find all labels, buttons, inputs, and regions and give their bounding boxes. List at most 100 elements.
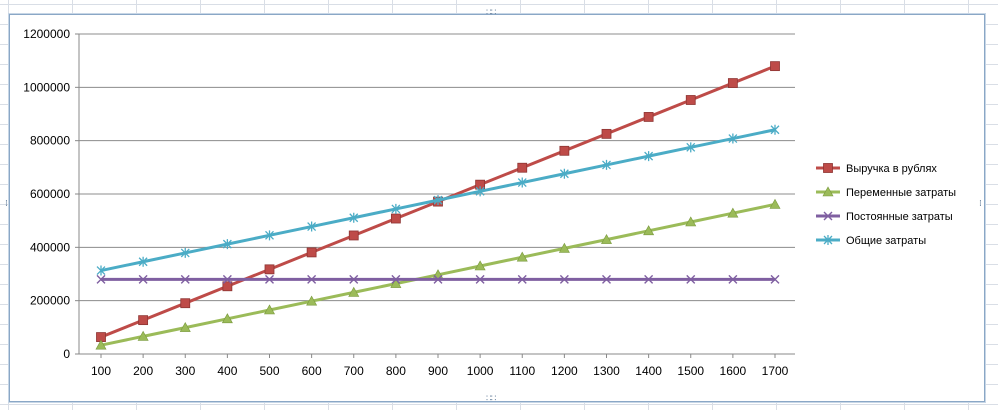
data-point [516,251,528,262]
x-tick-label: 100 [91,364,111,378]
data-point [433,195,443,206]
data-point [391,203,401,214]
y-tick-label: 1200000 [23,27,70,41]
x-tick-label: 900 [428,364,448,378]
data-point [517,274,527,284]
data-point [769,198,781,209]
y-tick-label: 600000 [30,187,70,201]
y-tick-label: 200000 [30,294,70,308]
data-point [602,159,611,170]
data-point [180,274,190,284]
data-point [600,233,613,244]
data-point [349,274,359,284]
data-point [348,230,359,241]
y-axis-tick-labels: 0 200000 400000 600000 800000 1000000 1200000 [23,27,79,361]
data-point [686,274,696,284]
x-axis-tick-labels: 100 200 300 400 500 600 700 800 900 1000 1100 1200 1… [91,354,789,378]
data-point [685,95,696,105]
legend-label: Переменные затраты [846,187,956,199]
data-point [348,286,360,297]
x-tick-label: 600 [302,364,322,378]
y-tick-label: 1000000 [23,80,70,94]
data-point [222,281,233,292]
data-point [644,274,654,284]
data-point [728,274,738,284]
data-point [770,61,780,72]
gridlines [79,33,795,302]
data-point [263,304,276,315]
series-layer [95,61,781,350]
legend[interactable]: Выручка в рублях Переменные затраты Постоя… [816,163,956,247]
data-point [728,133,738,144]
data-point [474,260,486,271]
series-4 [96,124,780,276]
legend-entry[interactable]: Выручка в рублях [816,163,937,175]
x-tick-label: 500 [259,364,279,378]
data-point [770,124,780,135]
data-point [138,315,149,326]
legend-marker-icon [823,211,833,221]
legend-entry[interactable]: Общие затраты [816,235,926,247]
legend-entry[interactable]: Переменные затраты [816,186,956,199]
x-tick-label: 1600 [720,364,747,378]
data-point [96,274,106,284]
y-tick-label: 400000 [30,240,70,254]
resize-handle-bottom-icon[interactable]: ∷∷ [486,394,497,404]
data-point [264,264,275,275]
x-tick-label: 1700 [762,364,789,378]
data-point [558,242,570,253]
resize-handle-right-icon[interactable]: ⁞ [979,199,982,209]
data-point [559,274,569,284]
y-tick-label: 800000 [30,134,70,148]
data-point [349,212,359,223]
legend-label: Выручка в рублях [846,163,937,175]
data-point [559,145,570,156]
data-point [770,274,780,284]
data-point [727,207,739,218]
resize-handle-top-icon[interactable]: ∷∷ [486,8,497,18]
data-point [222,274,232,284]
legend-marker-icon [822,186,834,197]
data-point [180,247,190,258]
data-point [96,265,106,276]
data-point [138,256,148,267]
x-tick-label: 1300 [593,364,620,378]
data-point [138,274,148,284]
data-point [306,247,317,258]
data-point [391,274,401,284]
data-point [137,330,149,341]
data-point [601,128,612,139]
legend-entry[interactable]: Постоянные затраты [816,211,953,223]
data-point [475,274,485,284]
data-point [265,230,274,241]
data-point [517,162,528,173]
chart-frame[interactable] [9,14,985,402]
data-point [180,298,191,309]
data-point [517,177,527,188]
series-3 [96,274,780,284]
data-point [433,274,443,284]
x-tick-label: 800 [386,364,406,378]
data-point [685,216,697,227]
x-tick-label: 200 [133,364,153,378]
legend-label: Постоянные затраты [846,211,953,223]
data-point [390,277,402,288]
data-point [265,274,274,284]
x-tick-label: 700 [344,364,364,378]
legend-marker-icon [823,163,833,173]
data-point [179,321,191,332]
legend-label: Общие затраты [846,235,926,247]
data-point [643,225,655,236]
data-point [686,142,696,153]
resize-handle-left-icon[interactable]: ⁞ [5,199,8,209]
series-2 [95,198,781,350]
data-point [307,221,317,232]
data-point [559,168,569,179]
data-point [306,295,318,306]
data-point [95,339,107,350]
x-tick-label: 300 [175,364,195,378]
data-point [475,186,485,197]
x-tick-label: 1000 [467,364,494,378]
data-point [307,274,317,284]
